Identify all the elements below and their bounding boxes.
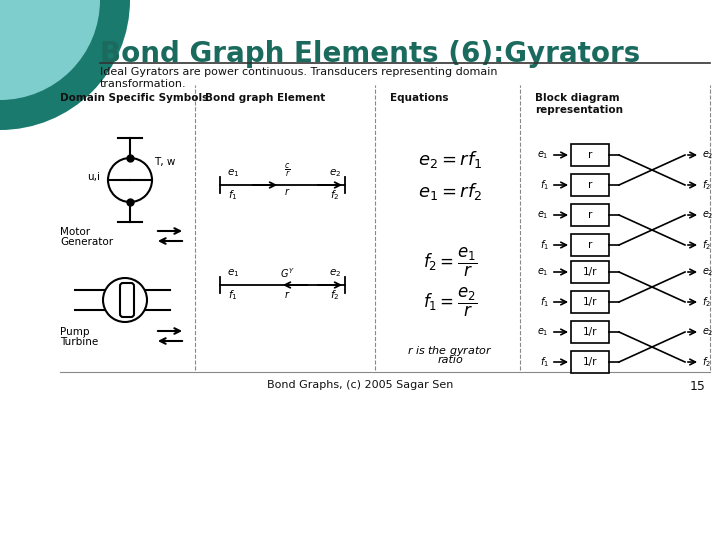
Text: $f_1$: $f_1$	[228, 288, 238, 302]
Text: r: r	[588, 150, 592, 160]
Wedge shape	[0, 0, 130, 130]
Text: Domain Specific Symbols: Domain Specific Symbols	[60, 93, 208, 103]
Text: 15: 15	[690, 380, 706, 393]
Text: $f_1$: $f_1$	[540, 355, 549, 369]
Text: Motor: Motor	[60, 227, 90, 237]
Text: Block diagram
representation: Block diagram representation	[535, 93, 623, 116]
Wedge shape	[0, 0, 100, 100]
Bar	[571, 204, 609, 226]
Text: $f_2$: $f_2$	[330, 288, 340, 302]
Text: $f_2 = \dfrac{e_1}{r}$: $f_2 = \dfrac{e_1}{r}$	[423, 245, 477, 279]
Text: $e_1$: $e_1$	[537, 326, 549, 338]
Text: $e_1$: $e_1$	[227, 267, 239, 279]
Text: Ideal Gyrators are power continuous. Transducers representing domain
transformat: Ideal Gyrators are power continuous. Tra…	[100, 67, 498, 89]
Text: T, w: T, w	[154, 157, 176, 167]
Text: $f_2$: $f_2$	[702, 355, 711, 369]
Text: $e_1 = rf_2$: $e_1 = rf_2$	[418, 181, 482, 202]
Text: Generator: Generator	[60, 237, 113, 247]
Text: r: r	[588, 180, 592, 190]
Text: $e_2$: $e_2$	[329, 167, 341, 179]
Text: r: r	[285, 290, 289, 300]
Text: $e_1$: $e_1$	[227, 167, 239, 179]
Text: $e_2$: $e_2$	[329, 267, 341, 279]
Bar	[571, 144, 609, 166]
Text: $f_1$: $f_1$	[228, 188, 238, 202]
FancyBboxPatch shape	[120, 283, 134, 317]
Text: $f_1$: $f_1$	[540, 238, 549, 252]
Text: $r$ is the gyrator: $r$ is the gyrator	[407, 344, 493, 358]
Text: Pump: Pump	[60, 327, 89, 337]
Text: $e_2$: $e_2$	[702, 209, 714, 221]
Bar	[571, 351, 609, 373]
Circle shape	[103, 278, 147, 322]
Text: $e_2$: $e_2$	[702, 149, 714, 161]
Text: Bond Graphs, (c) 2005 Sagar Sen: Bond Graphs, (c) 2005 Sagar Sen	[267, 380, 453, 390]
Text: $f_2$: $f_2$	[702, 178, 711, 192]
Bar	[571, 261, 609, 283]
Text: $e_1$: $e_1$	[537, 149, 549, 161]
Text: Equations: Equations	[390, 93, 449, 103]
Text: Bond graph Element: Bond graph Element	[205, 93, 325, 103]
Text: r: r	[285, 187, 289, 197]
Text: $f_1$: $f_1$	[540, 178, 549, 192]
Text: Turbine: Turbine	[60, 337, 98, 347]
Text: $f_1 = \dfrac{e_2}{r}$: $f_1 = \dfrac{e_2}{r}$	[423, 286, 477, 319]
Text: 1/r: 1/r	[582, 267, 598, 277]
Text: $e_2$: $e_2$	[702, 266, 714, 278]
Text: Bond Graph Elements (6):Gyrators: Bond Graph Elements (6):Gyrators	[100, 40, 640, 68]
Text: r: r	[588, 210, 592, 220]
Text: u,i: u,i	[87, 172, 100, 182]
Text: $f_1$: $f_1$	[540, 295, 549, 309]
Bar	[571, 234, 609, 256]
Text: $f_2$: $f_2$	[330, 188, 340, 202]
Text: $e_1$: $e_1$	[537, 266, 549, 278]
Text: 1/r: 1/r	[582, 327, 598, 337]
Text: $e_2$: $e_2$	[702, 326, 714, 338]
Text: $e_2 = rf_1$: $e_2 = rf_1$	[418, 150, 482, 171]
Bar	[571, 291, 609, 313]
Text: r: r	[588, 240, 592, 250]
Text: $G^Y$: $G^Y$	[279, 266, 294, 280]
Text: 1/r: 1/r	[582, 357, 598, 367]
Text: ratio: ratio	[437, 355, 463, 365]
Text: $f_2$: $f_2$	[702, 238, 711, 252]
Text: $f_2$: $f_2$	[702, 295, 711, 309]
Text: ..: ..	[284, 286, 289, 295]
Bar	[571, 174, 609, 196]
Text: $e_1$: $e_1$	[537, 209, 549, 221]
Bar	[571, 321, 609, 343]
Text: $\frac{c}{r}$: $\frac{c}{r}$	[284, 162, 290, 180]
Text: 1/r: 1/r	[582, 297, 598, 307]
